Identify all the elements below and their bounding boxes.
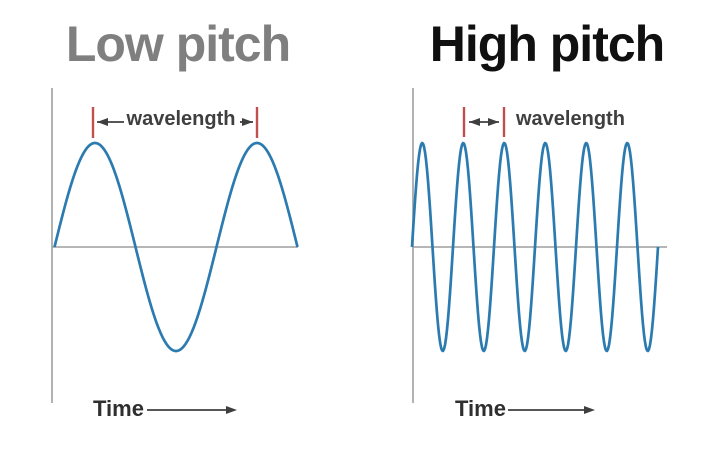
time-axis-label: Time [93,396,144,421]
low-pitch-title: Low pitch [65,16,291,72]
high-pitch-title: High pitch [429,16,665,72]
wavelength-label: wavelength [516,108,625,130]
sine-wave-path [53,141,299,353]
arrowhead-icon [469,118,480,126]
sine-wave-path [410,141,660,353]
arrowhead-icon [97,118,108,126]
time-axis-label: Time [455,396,506,421]
arrowhead-icon [584,406,595,414]
arrowhead-icon [488,118,499,126]
arrowhead-icon [242,118,253,126]
wavelength-label: wavelength [126,108,236,130]
low-pitch-panel: Low pitch wavelength Time [51,16,299,421]
low-pitch-wave-graphic [51,88,299,414]
arrowhead-icon [226,406,237,414]
high-pitch-panel: High pitch wavelength Time [360,0,720,453]
high-pitch-wave-graphic [410,88,667,414]
